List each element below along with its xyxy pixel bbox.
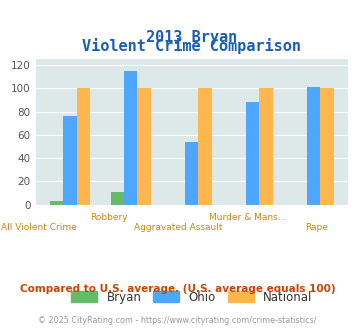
Legend: Bryan, Ohio, National: Bryan, Ohio, National	[66, 286, 317, 309]
Bar	[260, 88, 273, 205]
Bar	[50, 201, 63, 205]
Bar	[198, 88, 212, 205]
Bar	[111, 192, 124, 205]
Bar	[246, 102, 260, 205]
Bar	[307, 87, 320, 205]
Bar	[77, 88, 90, 205]
Text: Violent Crime Comparison: Violent Crime Comparison	[82, 39, 301, 54]
Bar	[63, 116, 77, 205]
Text: Robbery: Robbery	[90, 213, 127, 222]
Text: Aggravated Assault: Aggravated Assault	[133, 223, 222, 232]
Bar	[185, 142, 198, 205]
Text: © 2025 CityRating.com - https://www.cityrating.com/crime-statistics/: © 2025 CityRating.com - https://www.city…	[38, 316, 317, 325]
Bar	[124, 71, 137, 205]
Text: 2013 Bryan: 2013 Bryan	[146, 30, 237, 45]
Text: All Violent Crime: All Violent Crime	[1, 223, 77, 232]
Bar	[320, 88, 334, 205]
Text: Rape: Rape	[305, 223, 328, 232]
Text: Murder & Mans...: Murder & Mans...	[209, 213, 286, 222]
Text: Compared to U.S. average. (U.S. average equals 100): Compared to U.S. average. (U.S. average …	[20, 284, 335, 294]
Bar	[137, 88, 151, 205]
